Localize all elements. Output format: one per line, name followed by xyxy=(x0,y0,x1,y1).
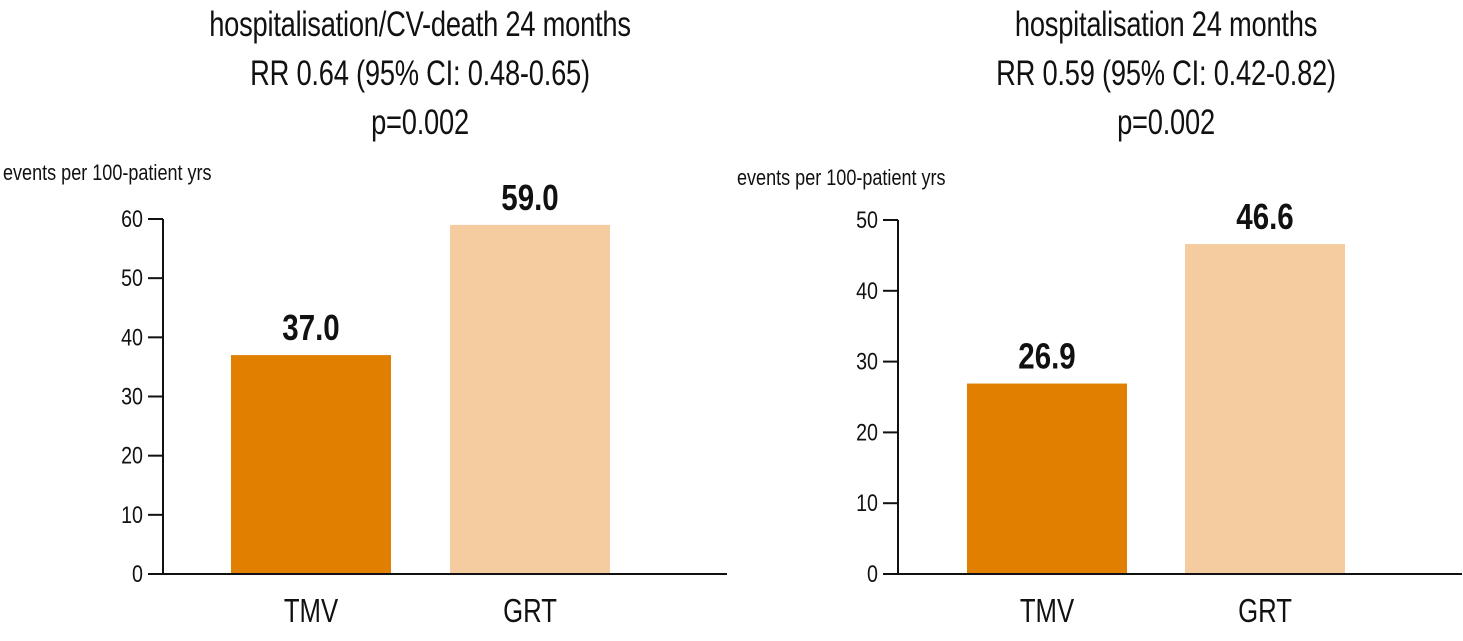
value-label-tmv: 26.9 xyxy=(1018,336,1075,376)
chart-title-line-3: p=0.002 xyxy=(1117,103,1215,142)
chart-title-line-1: hospitalisation/CV-death 24 months xyxy=(209,5,631,44)
chart-title-line-2: RR 0.59 (95% CI: 0.42-0.82) xyxy=(996,54,1336,93)
chart-title-line-3: p=0.002 xyxy=(371,103,469,142)
chart-title-line-1: hospitalisation 24 months xyxy=(1014,5,1318,44)
y-tick-label: 0 xyxy=(132,560,143,587)
chart-title: hospitalisation/CV-death 24 months RR 0.… xyxy=(0,0,845,147)
chart-title-line-2: RR 0.64 (95% CI: 0.48-0.65) xyxy=(250,54,590,93)
x-tick-label-grt: GRT xyxy=(1238,593,1292,630)
value-label-grt: 46.6 xyxy=(1236,196,1293,236)
value-label-grt: 59.0 xyxy=(501,177,558,217)
y-axis-label: events per 100-patient yrs xyxy=(3,160,212,185)
chart-title: hospitalisation 24 months RR 0.59 (95% C… xyxy=(731,0,1463,147)
y-tick-label: 50 xyxy=(856,206,878,233)
y-tick-label: 50 xyxy=(121,264,143,291)
bar-tmv xyxy=(967,383,1127,574)
y-tick-label: 60 xyxy=(121,205,143,232)
value-label-tmv: 37.0 xyxy=(282,307,339,347)
x-tick-label-tmv: TMV xyxy=(1020,593,1075,630)
bar-chart-plot: 37.0 TMV 59.0 GRT 0 10 20 30 40 50 60 xyxy=(121,177,727,630)
y-axis-label: events per 100-patient yrs xyxy=(737,165,946,190)
chart-panel-hospitalisation-cv-death: hospitalisation/CV-death 24 months RR 0.… xyxy=(0,0,731,641)
bar-grt xyxy=(1185,244,1345,574)
y-tick-label: 30 xyxy=(856,348,878,375)
x-tick-label-tmv: TMV xyxy=(284,593,339,630)
bar-chart-plot: 26.9 TMV 46.6 GRT 0 10 20 30 40 50 xyxy=(856,196,1462,630)
bar-tmv xyxy=(231,355,391,574)
y-tick-label: 30 xyxy=(121,383,143,410)
bar-grt xyxy=(450,224,610,574)
y-tick-label: 10 xyxy=(856,489,878,516)
y-tick-label: 20 xyxy=(121,442,143,469)
y-tick-label: 20 xyxy=(856,419,878,446)
y-tick-label: 0 xyxy=(867,560,878,587)
y-tick-label: 40 xyxy=(856,277,878,304)
y-tick-label: 40 xyxy=(121,323,143,350)
chart-panel-hospitalisation: hospitalisation 24 months RR 0.59 (95% C… xyxy=(731,0,1463,641)
x-tick-label-grt: GRT xyxy=(503,593,557,630)
y-tick-label: 10 xyxy=(121,501,143,528)
